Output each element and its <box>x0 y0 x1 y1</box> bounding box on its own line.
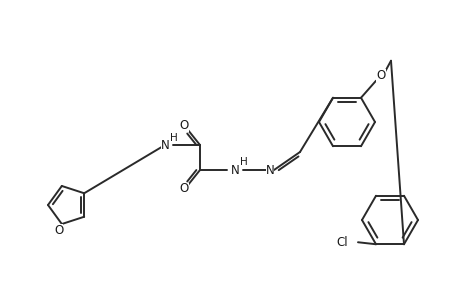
Text: Cl: Cl <box>336 236 347 249</box>
Text: N: N <box>265 164 274 176</box>
Text: N: N <box>160 139 169 152</box>
Text: O: O <box>54 224 63 236</box>
Text: H: H <box>170 133 177 143</box>
Text: O: O <box>375 69 385 82</box>
Text: O: O <box>179 118 188 131</box>
Text: N: N <box>230 164 239 176</box>
Text: O: O <box>179 182 188 196</box>
Text: H: H <box>240 157 247 167</box>
